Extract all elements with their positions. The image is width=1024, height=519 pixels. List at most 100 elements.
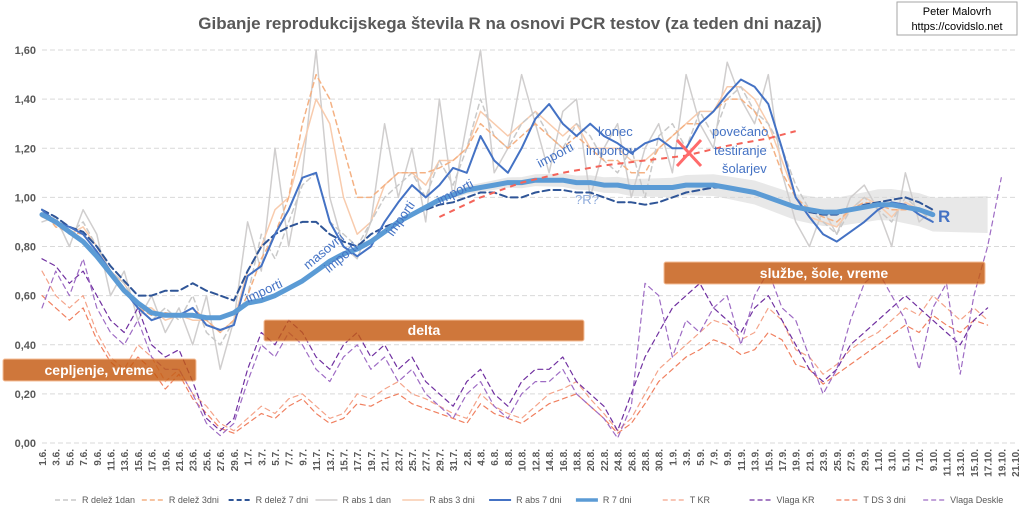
legend-label: R abs 3 dni bbox=[429, 495, 475, 505]
x-tick-label: 20.8. bbox=[586, 449, 597, 471]
x-tick-label: 7.7. bbox=[285, 449, 296, 466]
x-tick-label: 21.6. bbox=[175, 449, 186, 471]
x-tick-label: 19.7. bbox=[367, 449, 378, 471]
legend-label: R 7 dni bbox=[603, 495, 632, 505]
x-tick-label: 28.8. bbox=[641, 449, 652, 471]
chart-title: Gibanje reprodukcijskega števila R na os… bbox=[198, 14, 822, 33]
legend-label: T KR bbox=[690, 495, 711, 505]
x-tick-label: 9.6. bbox=[93, 449, 104, 466]
series-line-vlaga-kr bbox=[41, 258, 989, 432]
x-tick-label: 2.8. bbox=[463, 449, 474, 466]
x-tick-label: 4.8. bbox=[477, 449, 488, 466]
x-tick-label: 19.6. bbox=[161, 449, 172, 471]
box-cepljenje-label: cepljenje, vreme bbox=[45, 362, 154, 378]
x-tick-label: 27.9. bbox=[847, 449, 858, 471]
x-tick-label: 31.7. bbox=[449, 449, 460, 471]
x-tick-label: 27.7. bbox=[422, 449, 433, 471]
series-line-t-kr bbox=[41, 270, 989, 432]
legend-label: Vlaga Deskle bbox=[950, 495, 1003, 505]
series bbox=[39, 49, 1002, 439]
x-tick-label: 21.9. bbox=[805, 449, 816, 471]
legend-label: Vlaga KR bbox=[777, 495, 816, 505]
legend-item: T KR bbox=[662, 495, 711, 505]
x-tick-label: 18.8. bbox=[572, 449, 583, 471]
annotation-konec-importov: konec importov bbox=[586, 124, 636, 158]
x-tick-label: 29.7. bbox=[435, 449, 446, 471]
legend-item: R delež 7 dni bbox=[228, 495, 309, 505]
x-tick-label: 15.9. bbox=[764, 449, 775, 471]
x-tick-label: 15.6. bbox=[134, 449, 145, 471]
legend-item: R abs 3 dni bbox=[402, 495, 475, 505]
box-sluzbe: službe, šole, vreme bbox=[663, 261, 986, 285]
y-tick-label: 1,20 bbox=[15, 143, 36, 155]
series-line-r-abs-1-dan bbox=[41, 49, 934, 371]
x-tick-label: 7.10. bbox=[915, 449, 926, 471]
legend-item: R abs 1 dan bbox=[315, 495, 391, 505]
x-tick-label: 13.7. bbox=[326, 449, 337, 471]
grid bbox=[42, 49, 1015, 444]
legend-label: R abs 7 dni bbox=[516, 495, 562, 505]
x-tick-label: 27.6. bbox=[216, 449, 227, 471]
y-tick-label: 0,20 bbox=[15, 389, 36, 401]
x-tick-label: 6.8. bbox=[490, 449, 501, 466]
box-sluzbe-label: službe, šole, vreme bbox=[760, 265, 889, 281]
x-tick-label: 25.6. bbox=[202, 449, 213, 471]
box-delta: delta bbox=[263, 319, 585, 342]
legend-label: R delež 3dni bbox=[169, 495, 219, 505]
y-tick-label: 1,60 bbox=[15, 45, 36, 57]
legend-item: R delež 3dni bbox=[141, 495, 219, 505]
legend-label: T DS 3 dni bbox=[863, 495, 905, 505]
credit-box: Peter Malovrh https://covidslo.net bbox=[896, 1, 1018, 36]
x-tick-label: 11.6. bbox=[107, 449, 118, 471]
x-tick-label: 19.9. bbox=[792, 449, 803, 471]
r-uncertainty-band bbox=[453, 173, 988, 233]
x-tick-label: 11.7. bbox=[312, 449, 323, 471]
legend-label: R delež 7 dni bbox=[256, 495, 309, 505]
x-tick-label: 13.10. bbox=[956, 449, 967, 477]
y-tick-label: 0,00 bbox=[15, 438, 36, 450]
x-tick-label: 7.6. bbox=[79, 449, 90, 466]
x-tick-label: 29.9. bbox=[860, 449, 871, 471]
x-tick-label: 16.8. bbox=[559, 449, 570, 471]
x-tick-label: 1.9. bbox=[668, 449, 679, 466]
x-tick-label: 25.9. bbox=[833, 449, 844, 471]
y-tick-label: 0,80 bbox=[15, 242, 36, 254]
x-tick-label: 17.7. bbox=[353, 449, 364, 471]
series-line-vlaga-deskle bbox=[41, 177, 1002, 439]
x-tick-label: 11.10. bbox=[942, 449, 953, 476]
box-delta-label: delta bbox=[408, 322, 441, 338]
legend-item: R delež 1dan bbox=[55, 495, 135, 505]
x-tick-label: 13.6. bbox=[120, 449, 131, 471]
legend-item: T DS 3 dni bbox=[836, 495, 906, 505]
x-tick-label: 3.7. bbox=[257, 449, 268, 466]
annotation-q-r: ?R? bbox=[575, 192, 599, 207]
x-axis: 1.6. 3.6. 5.6. 7.6. 9.6. 11.6. 13.6. 15.6. 17.6.… bbox=[38, 449, 1022, 477]
x-tick-label: 3.10. bbox=[888, 449, 899, 471]
series-line-t-ds-3-dni bbox=[41, 295, 989, 434]
x-tick-label: 15.7. bbox=[339, 449, 350, 471]
x-tick-label: 3.6. bbox=[52, 449, 63, 466]
x-tick-label: 21.10. bbox=[1011, 449, 1022, 477]
x-tick-label: 1.10. bbox=[874, 449, 885, 471]
credit-author: Peter Malovrh bbox=[923, 6, 991, 18]
x-tick-label: 14.8. bbox=[545, 449, 556, 471]
x-tick-label: 23.7. bbox=[394, 449, 405, 471]
x-tick-label: 17.6. bbox=[148, 449, 159, 471]
x-tick-label: 24.8. bbox=[614, 449, 625, 471]
x-tick-label: 10.8. bbox=[518, 449, 529, 471]
legend-item: Vlaga Deskle bbox=[923, 495, 1003, 505]
legend-item: R 7 dni bbox=[575, 495, 632, 505]
y-tick-label: 1,00 bbox=[15, 192, 36, 204]
legend-item: Vlaga KR bbox=[749, 495, 816, 505]
x-tick-label: 5.6. bbox=[65, 449, 76, 466]
x-tick-label: 11.9. bbox=[737, 449, 748, 471]
x-tick-label: 21.7. bbox=[381, 449, 392, 471]
x-tick-label: 5.9. bbox=[696, 449, 707, 466]
x-tick-label: 1.7. bbox=[244, 449, 255, 466]
legend-item: R abs 7 dni bbox=[489, 495, 562, 505]
x-tick-label: 9.10. bbox=[929, 449, 940, 471]
y-tick-label: 1,40 bbox=[15, 94, 36, 106]
x-tick-label: 13.9. bbox=[751, 449, 762, 471]
